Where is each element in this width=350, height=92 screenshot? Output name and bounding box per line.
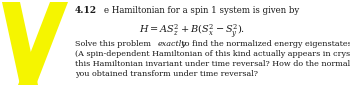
Text: you obtained transform under time reversal?: you obtained transform under time revers…	[75, 70, 258, 78]
Text: this Hamiltonian invariant under time reversal? How do the normalized eigenstate: this Hamiltonian invariant under time re…	[75, 60, 350, 68]
Text: Solve this problem: Solve this problem	[75, 40, 154, 48]
Text: e Hamiltonian for a spin 1 system is given by: e Hamiltonian for a spin 1 system is giv…	[104, 6, 299, 15]
Text: (A spin-dependent Hamiltonian of this kind actually appears in crystal physics.): (A spin-dependent Hamiltonian of this ki…	[75, 50, 350, 58]
Text: to find the normalized energy eigenstates and eigenvalues.: to find the normalized energy eigenstate…	[179, 40, 350, 48]
Polygon shape	[2, 2, 38, 85]
Text: $H = AS_z^2 + B(S_x^2 - S_y^2).$: $H = AS_z^2 + B(S_x^2 - S_y^2).$	[139, 22, 246, 40]
Text: exactly: exactly	[157, 40, 186, 48]
Polygon shape	[18, 2, 68, 85]
Text: 4.12: 4.12	[75, 6, 97, 15]
